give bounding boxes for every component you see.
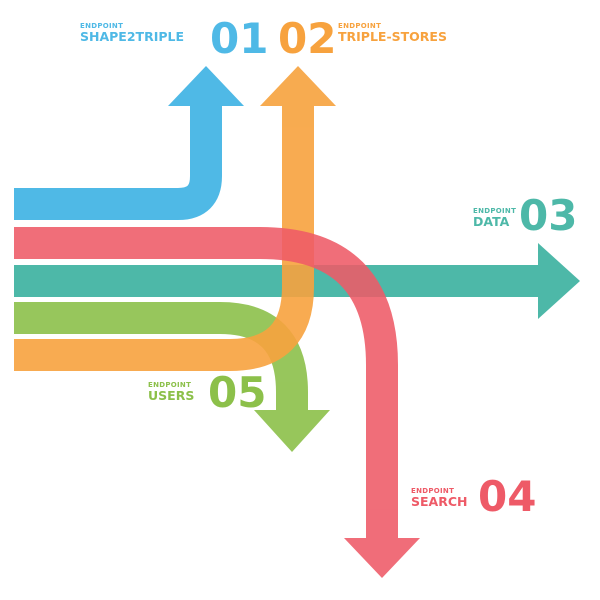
endpoint-04-label: ENDPOINT SEARCH	[411, 488, 467, 509]
endpoint-02-number: 02	[278, 14, 337, 63]
arrow-search	[14, 227, 420, 578]
endpoint-01-number: 01	[210, 14, 269, 63]
endpoint-04-number: 04	[478, 472, 537, 521]
endpoint-04-name: SEARCH	[411, 494, 468, 509]
endpoint-05-name: USERS	[148, 388, 195, 403]
arrow-data-head	[538, 243, 580, 319]
endpoint-02-kicker: ENDPOINT	[338, 22, 382, 30]
endpoint-01-name: SHAPE2TRIPLE	[80, 29, 185, 44]
arrow-users-head	[254, 410, 330, 452]
endpoint-02-name: TRIPLE-STORES	[338, 29, 447, 44]
arrow-triple-stores	[14, 66, 336, 371]
endpoint-02-label: ENDPOINT TRIPLE-STORES	[338, 23, 447, 44]
arrow-data	[14, 243, 580, 319]
endpoint-05-kicker: ENDPOINT	[148, 381, 192, 389]
endpoint-01-kicker: ENDPOINT	[80, 22, 124, 30]
arrow-shape2triple-head	[168, 66, 244, 106]
endpoint-03-kicker: ENDPOINT	[473, 207, 517, 215]
endpoint-04-kicker: ENDPOINT	[411, 487, 455, 495]
endpoint-03-number: 03	[519, 191, 578, 240]
arrow-search-head	[344, 538, 420, 578]
arrow-shape2triple	[14, 66, 244, 220]
endpoint-03-name: DATA	[473, 214, 510, 229]
endpoint-05-label: ENDPOINT USERS	[148, 382, 194, 403]
arrow-triple-stores-shaft	[14, 104, 314, 371]
endpoint-01-label: ENDPOINT SHAPE2TRIPLE	[80, 23, 184, 44]
arrow-search-shaft	[14, 227, 398, 540]
endpoint-05-number: 05	[208, 368, 267, 417]
arrow-triple-stores-head	[260, 66, 336, 106]
endpoint-03-label: ENDPOINT DATA	[473, 208, 516, 229]
arrow-shape2triple-shaft	[14, 104, 222, 220]
